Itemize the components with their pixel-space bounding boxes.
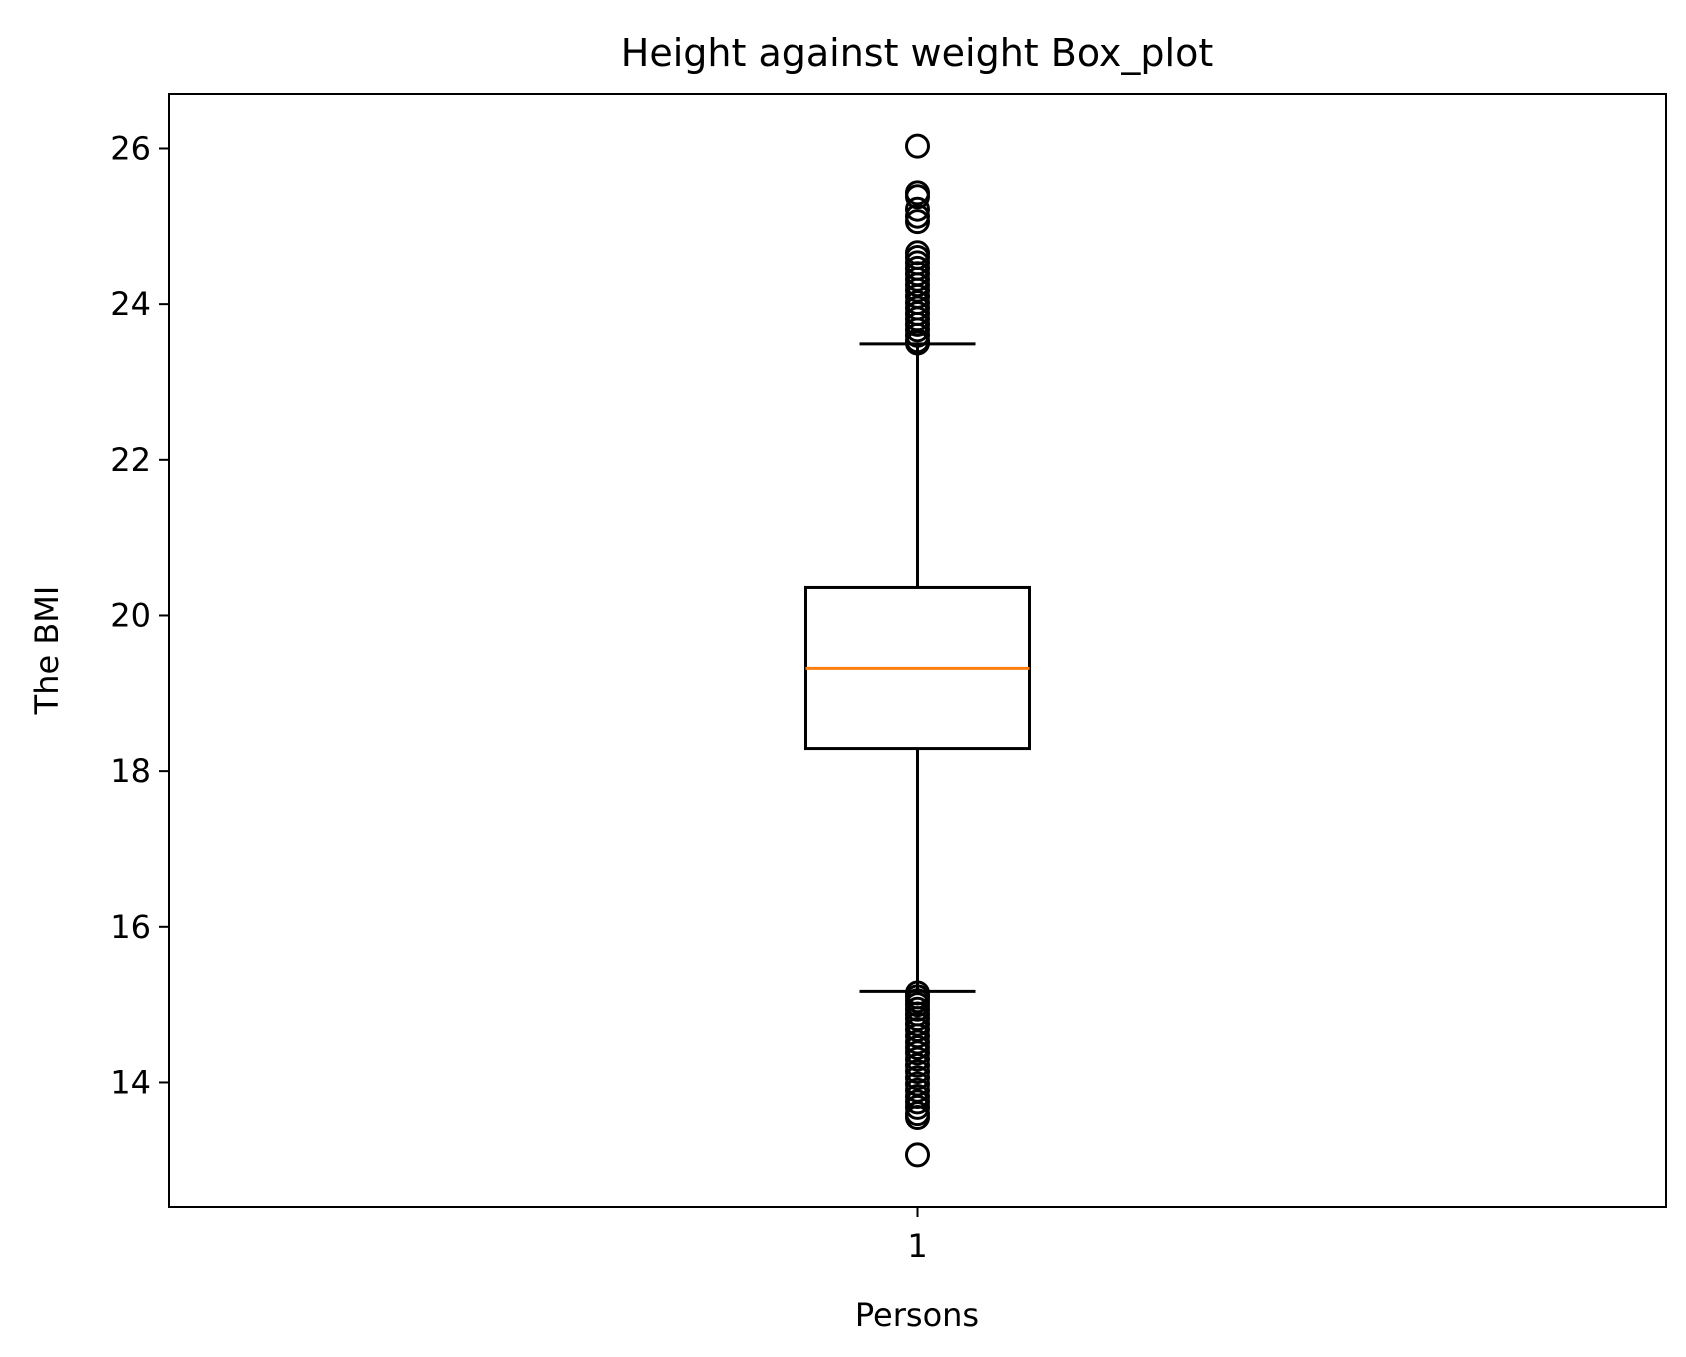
outlier-point — [905, 184, 930, 210]
outlier-point — [905, 1059, 930, 1085]
y-tick-label: 18 — [110, 752, 151, 790]
x-axis-ticks: 1 — [907, 1207, 928, 1265]
y-tick-label: 22 — [110, 441, 151, 479]
x-axis-label: Persons — [855, 1296, 979, 1334]
outlier-point — [905, 196, 930, 222]
outlier-point — [905, 1040, 930, 1066]
outlier-point — [905, 1046, 930, 1072]
plot-elements — [804, 133, 1031, 1168]
outlier-point — [905, 1065, 930, 1091]
chart-title: Height against weight Box_plot — [621, 31, 1213, 75]
y-tick-label: 24 — [110, 285, 151, 323]
outlier-point — [905, 1104, 930, 1130]
y-axis-label: The BMI — [28, 586, 66, 716]
outlier-point — [905, 1052, 930, 1078]
y-axis-ticks: 14 16 18 20 22 24 26 — [110, 129, 169, 1101]
y-tick-label: 16 — [110, 908, 151, 946]
y-tick-label: 26 — [110, 129, 151, 167]
outlier-point — [905, 330, 930, 356]
outlier-point — [905, 1094, 930, 1120]
outlier-point — [905, 133, 930, 159]
x-tick-label: 1 — [907, 1227, 927, 1265]
outlier-point — [905, 209, 930, 235]
y-tick-label: 20 — [110, 596, 151, 634]
outlier-point — [905, 1142, 930, 1168]
y-tick-label: 14 — [110, 1063, 151, 1101]
